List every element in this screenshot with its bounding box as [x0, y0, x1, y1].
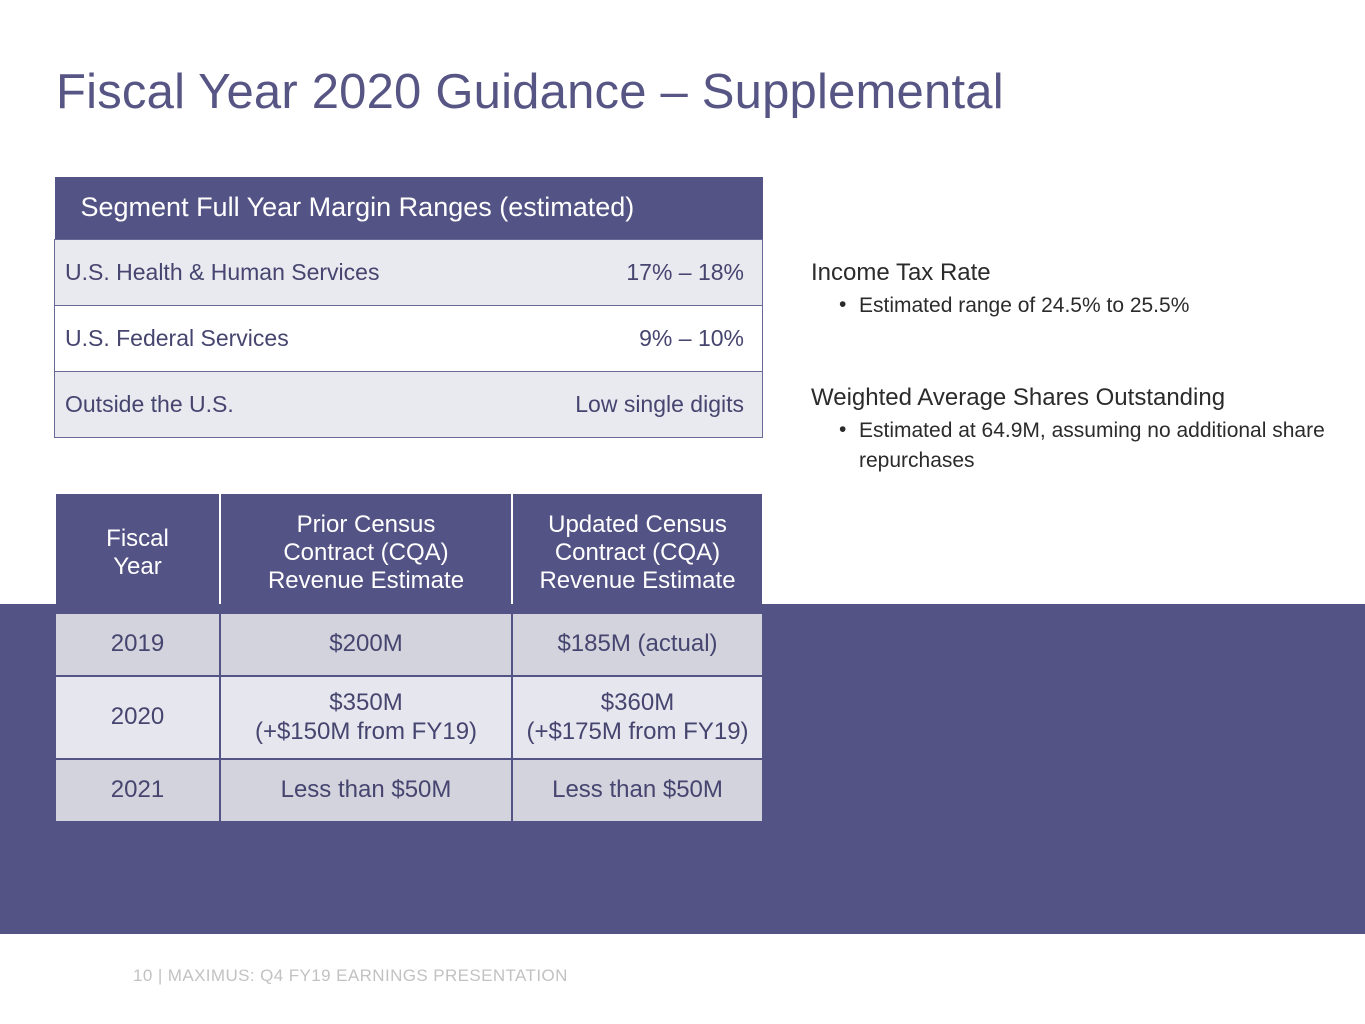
header-line: Prior Census: [296, 510, 436, 538]
weighted-average-shares-heading: Weighted Average Shares Outstanding: [811, 383, 1226, 411]
side-notes: Income Tax Rate • Estimated range of 24.…: [811, 258, 1331, 475]
weighted-average-shares-list: • Estimated at 64.9M, assuming no additi…: [811, 416, 1331, 476]
column-header-prior-census-estimate: Prior Census Contract (CQA) Revenue Esti…: [221, 494, 511, 612]
table-row: 2019 $200M $185M (actual): [56, 614, 762, 675]
page-title: Fiscal Year 2020 Guidance – Supplemental: [56, 65, 1004, 119]
segment-name: U.S. Federal Services: [54, 304, 409, 372]
segment-margin-table: Segment Full Year Margin Ranges (estimat…: [54, 177, 763, 438]
income-tax-rate-heading: Income Tax Rate: [811, 259, 991, 286]
table-header-row: Segment Full Year Margin Ranges (estimat…: [54, 177, 763, 239]
segment-table-header: Segment Full Year Margin Ranges (estimat…: [54, 177, 763, 239]
segment-margin-value: Low single digits: [408, 370, 763, 438]
cell-prior-estimate: Less than $50M: [221, 760, 511, 821]
segment-name: U.S. Health & Human Services: [54, 238, 409, 306]
slide-footer: 10 | MAXIMUS: Q4 FY19 EARNINGS PRESENTAT…: [133, 966, 568, 985]
column-header-updated-census-estimate: Updated Census Contract (CQA) Revenue Es…: [513, 494, 762, 612]
cell-updated-estimate: $360M (+$175M from FY19): [513, 677, 762, 758]
cell-line: Less than $50M: [552, 776, 723, 804]
list-item-label: Estimated range of 24.5% to 25.5%: [859, 294, 1190, 317]
cell-fiscal-year: 2019: [56, 614, 219, 675]
cell-line: $200M: [329, 630, 403, 658]
cell-prior-estimate: $200M: [221, 614, 511, 675]
header-line: Year: [113, 553, 162, 580]
cell-line: (+$150M from FY19): [254, 717, 478, 745]
cell-fiscal-year: 2020: [56, 677, 219, 758]
list-item: • Estimated range of 24.5% to 25.5%: [811, 291, 1331, 321]
table-row: 2020 $350M (+$150M from FY19) $360M (+$1…: [56, 677, 762, 758]
cell-prior-estimate: $350M (+$150M from FY19): [221, 677, 511, 758]
cell-updated-estimate: Less than $50M: [513, 760, 762, 821]
cell-line: $185M (actual): [557, 630, 718, 658]
cell-fiscal-year: 2021: [56, 760, 219, 821]
cell-line: Less than $50M: [280, 776, 452, 804]
header-line: Contract (CQA): [283, 538, 449, 566]
header-line: Revenue Estimate: [267, 567, 465, 595]
header-line: Contract (CQA): [554, 538, 721, 566]
census-contract-table: Fiscal Year Prior Census Contract (CQA) …: [54, 492, 764, 823]
cell-line: $360M: [600, 689, 675, 717]
list-item-label: Estimated at 64.9M, assuming no addition…: [859, 418, 1325, 472]
bullet-icon: •: [839, 293, 847, 316]
cell-updated-estimate: $185M (actual): [513, 614, 762, 675]
segment-margin-value: 17% – 18%: [408, 238, 763, 306]
cell-line: (+$175M from FY19): [526, 717, 749, 745]
segment-margin-value: 9% – 10%: [408, 304, 763, 372]
bullet-icon: •: [839, 417, 847, 441]
list-item: • Estimated at 64.9M, assuming no additi…: [811, 416, 1331, 476]
table-header-row: Fiscal Year Prior Census Contract (CQA) …: [56, 494, 762, 612]
table-row: Outside the U.S. Low single digits: [54, 370, 763, 438]
notes-spacer: [811, 321, 1331, 383]
column-header-fiscal-year: Fiscal Year: [56, 494, 219, 612]
income-tax-rate-list: • Estimated range of 24.5% to 25.5%: [811, 291, 1331, 321]
header-line: Updated Census: [548, 510, 727, 538]
table-row: U.S. Health & Human Services 17% – 18%: [54, 238, 763, 306]
segment-name: Outside the U.S.: [54, 370, 409, 438]
table-row: U.S. Federal Services 9% – 10%: [54, 304, 763, 372]
header-line: Fiscal: [106, 524, 169, 552]
cell-line: $350M: [329, 689, 403, 717]
header-line: Revenue Estimate: [539, 567, 736, 595]
table-row: 2021 Less than $50M Less than $50M: [56, 760, 762, 821]
